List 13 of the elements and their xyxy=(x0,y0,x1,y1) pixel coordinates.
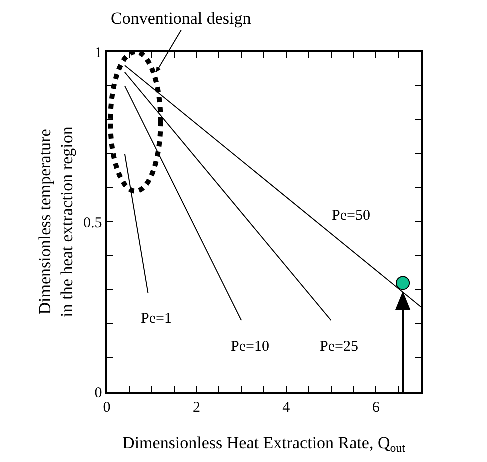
y-tick-label: 0 xyxy=(94,385,102,402)
series-label: Pe=50 xyxy=(332,208,370,224)
y-tick-label: 1 xyxy=(94,45,102,62)
series-label: Pe=1 xyxy=(141,311,172,327)
x-tick-label: 4 xyxy=(282,400,291,416)
x-tick-label: 6 xyxy=(372,400,380,416)
text: Conventional design xyxy=(111,9,252,28)
x-axis-title: Dimensionless Heat Extraction Rate, Q$_{out}$ xyxy=(122,434,406,456)
series-label: Pe=25 xyxy=(320,339,358,355)
series-label: Pe=10 xyxy=(231,339,270,355)
y-tick-label: 0.5 xyxy=(84,215,102,232)
y-axis-title: Dimensionless temperature in the heat extraction region xyxy=(35,126,77,318)
x-tick-label: 2 xyxy=(192,400,200,416)
